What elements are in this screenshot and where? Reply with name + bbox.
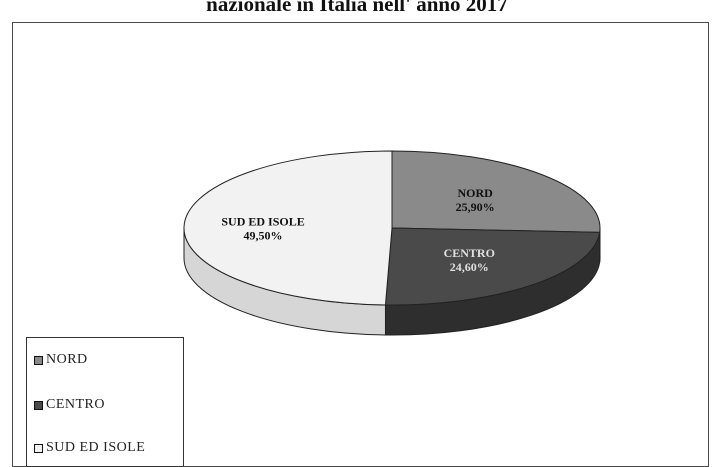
chart-legend: NORD CENTRO SUD ED ISOLE — [26, 337, 184, 467]
legend-label-centro: CENTRO — [46, 397, 105, 413]
legend-label-nord: NORD — [46, 352, 88, 368]
legend-item-nord: NORD — [34, 352, 88, 368]
legend-item-centro: CENTRO — [34, 397, 105, 413]
slice-value-nord: 25,90% — [456, 200, 495, 214]
slice-value-centro: 24,60% — [450, 260, 489, 274]
slice-value-sud-ed-isole: 49,50% — [244, 228, 283, 242]
legend-label-sud-ed-isole: SUD ED ISOLE — [46, 440, 145, 456]
slice-label-sud-ed-isole: SUD ED ISOLE — [221, 214, 304, 228]
pie-slice-nord — [392, 151, 600, 232]
legend-swatch-centro — [34, 401, 43, 410]
legend-swatch-nord — [34, 356, 43, 365]
slice-label-centro: CENTRO — [444, 246, 495, 260]
legend-item-sud-ed-isole: SUD ED ISOLE — [34, 440, 145, 456]
slice-label-nord: NORD — [457, 186, 493, 200]
legend-swatch-sud-ed-isole — [34, 444, 43, 453]
